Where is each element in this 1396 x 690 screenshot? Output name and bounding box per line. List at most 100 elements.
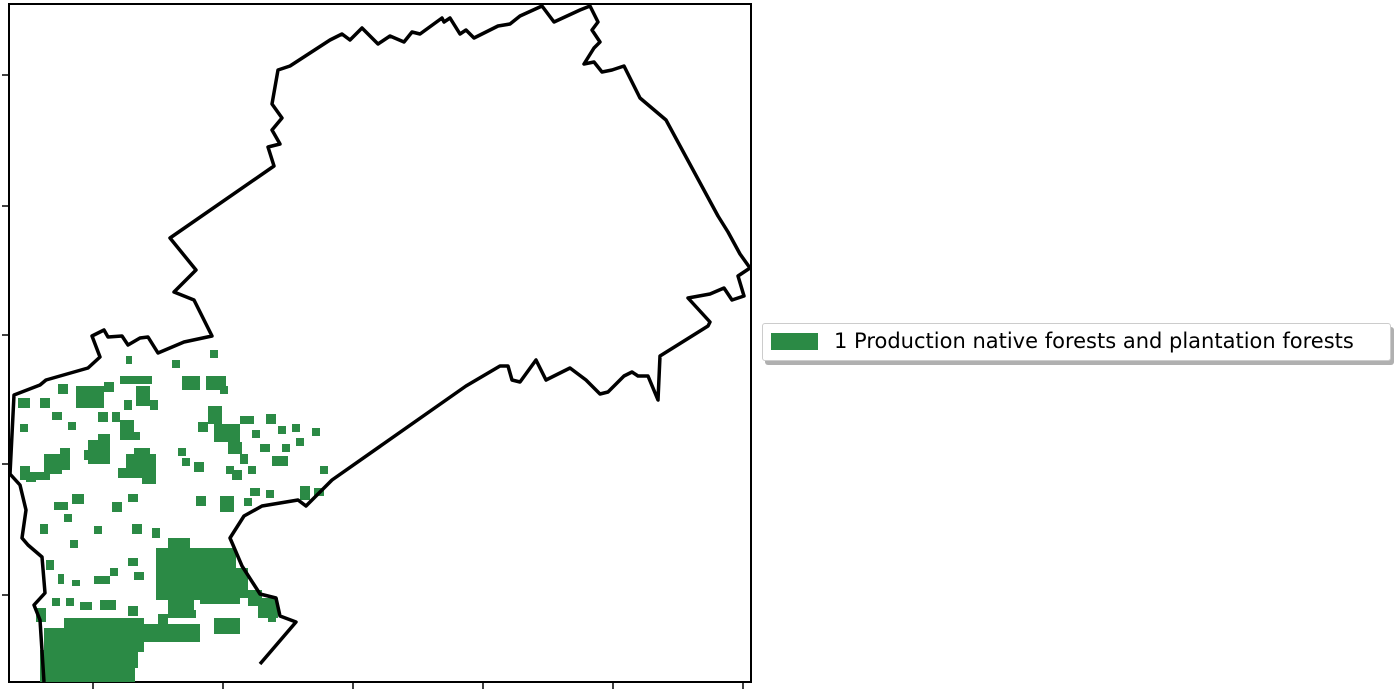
forest-cell <box>26 472 36 482</box>
forest-cell <box>232 470 242 480</box>
forest-cell <box>244 498 252 506</box>
forest-cell <box>180 610 196 618</box>
forest-cell <box>128 558 138 566</box>
forest-cell <box>214 618 240 634</box>
forest-cell <box>58 574 64 584</box>
forest-cell <box>134 448 150 456</box>
forest-cell <box>126 454 156 478</box>
forest-cell <box>182 376 200 390</box>
forest-cell <box>208 406 222 424</box>
forest-cell <box>210 350 218 358</box>
forest-cell <box>94 526 102 534</box>
forest-cell <box>20 424 28 432</box>
forest-cell <box>250 488 260 496</box>
forest-cell <box>158 614 168 624</box>
forest-cell <box>172 360 180 368</box>
forest-cell <box>268 610 276 622</box>
forest-cell <box>54 502 68 510</box>
forest-cell <box>134 572 144 580</box>
forest-cell <box>266 490 274 498</box>
forest-cell <box>126 356 132 364</box>
forest-cell <box>52 598 60 606</box>
forest-layer <box>18 350 328 682</box>
forest-cell <box>220 386 228 394</box>
forest-cell <box>52 412 62 420</box>
forest-cell <box>168 538 190 550</box>
forest-cell <box>44 628 64 652</box>
forest-cell <box>98 434 110 444</box>
forest-cell <box>68 422 76 430</box>
forest-cell <box>124 400 132 410</box>
forest-cell <box>36 608 46 622</box>
forest-cell <box>64 514 72 522</box>
forest-cell <box>214 424 240 442</box>
region-boundary <box>8 4 752 683</box>
forest-cell <box>144 624 200 642</box>
forest-cell <box>132 432 140 440</box>
forest-cell <box>220 496 234 512</box>
forest-cell <box>198 422 208 432</box>
forest-cell <box>266 414 276 424</box>
forest-cell <box>136 386 150 406</box>
forest-cell <box>200 596 240 604</box>
forest-cell <box>240 454 248 464</box>
legend-swatch-forest <box>771 333 818 350</box>
forest-cell <box>132 652 138 668</box>
forest-cell <box>72 494 84 504</box>
forest-cell <box>300 486 310 500</box>
forest-cell <box>60 448 70 470</box>
forest-cell <box>236 568 248 598</box>
forest-cell <box>248 466 256 474</box>
forest-cell <box>118 468 128 478</box>
forest-cell <box>18 398 30 408</box>
forest-cell <box>260 444 270 452</box>
forest-cell <box>152 528 160 538</box>
forest-cell <box>100 600 116 610</box>
forest-cell <box>40 398 50 408</box>
forest-cell <box>76 386 104 408</box>
forest-cell <box>128 606 138 616</box>
forest-cell <box>66 598 74 606</box>
forest-cell <box>228 442 242 454</box>
forest-cell <box>58 384 68 394</box>
forest-cell <box>178 448 186 456</box>
forest-cell <box>182 458 190 466</box>
forest-cell <box>120 376 152 384</box>
plot-area <box>8 3 752 683</box>
forest-cell <box>40 524 48 534</box>
forest-cell <box>72 580 80 586</box>
forest-cell <box>112 502 122 512</box>
forest-cell <box>252 430 260 438</box>
forest-cell <box>20 466 30 480</box>
forest-cell <box>312 428 320 436</box>
forest-cell <box>70 540 78 548</box>
forest-cell <box>64 618 144 652</box>
forest-cell <box>120 420 134 440</box>
forest-cell <box>80 602 92 610</box>
forest-cell <box>278 426 286 434</box>
forest-cell <box>292 424 300 432</box>
y-axis-ticks <box>2 74 9 596</box>
forest-cell <box>110 568 118 576</box>
forest-cell <box>98 412 108 422</box>
forest-cell <box>194 462 204 472</box>
forest-cell <box>320 466 328 474</box>
forest-cell <box>150 400 158 410</box>
forest-cell <box>296 438 304 446</box>
forest-cell <box>240 416 254 424</box>
forest-cell <box>142 476 156 484</box>
forest-cell <box>226 466 234 474</box>
map-legend: 1 Production native forests and plantati… <box>762 323 1391 361</box>
forest-cell <box>196 496 206 506</box>
x-axis-ticks <box>92 682 744 689</box>
forest-cell <box>112 412 120 422</box>
forest-cell <box>46 560 54 570</box>
forest-cell <box>40 650 135 682</box>
forest-cell <box>88 440 110 464</box>
forest-cell <box>272 456 288 466</box>
forest-cell <box>44 454 62 474</box>
forest-cell <box>104 382 114 392</box>
forest-cell <box>132 524 142 534</box>
forest-cell <box>36 472 50 480</box>
